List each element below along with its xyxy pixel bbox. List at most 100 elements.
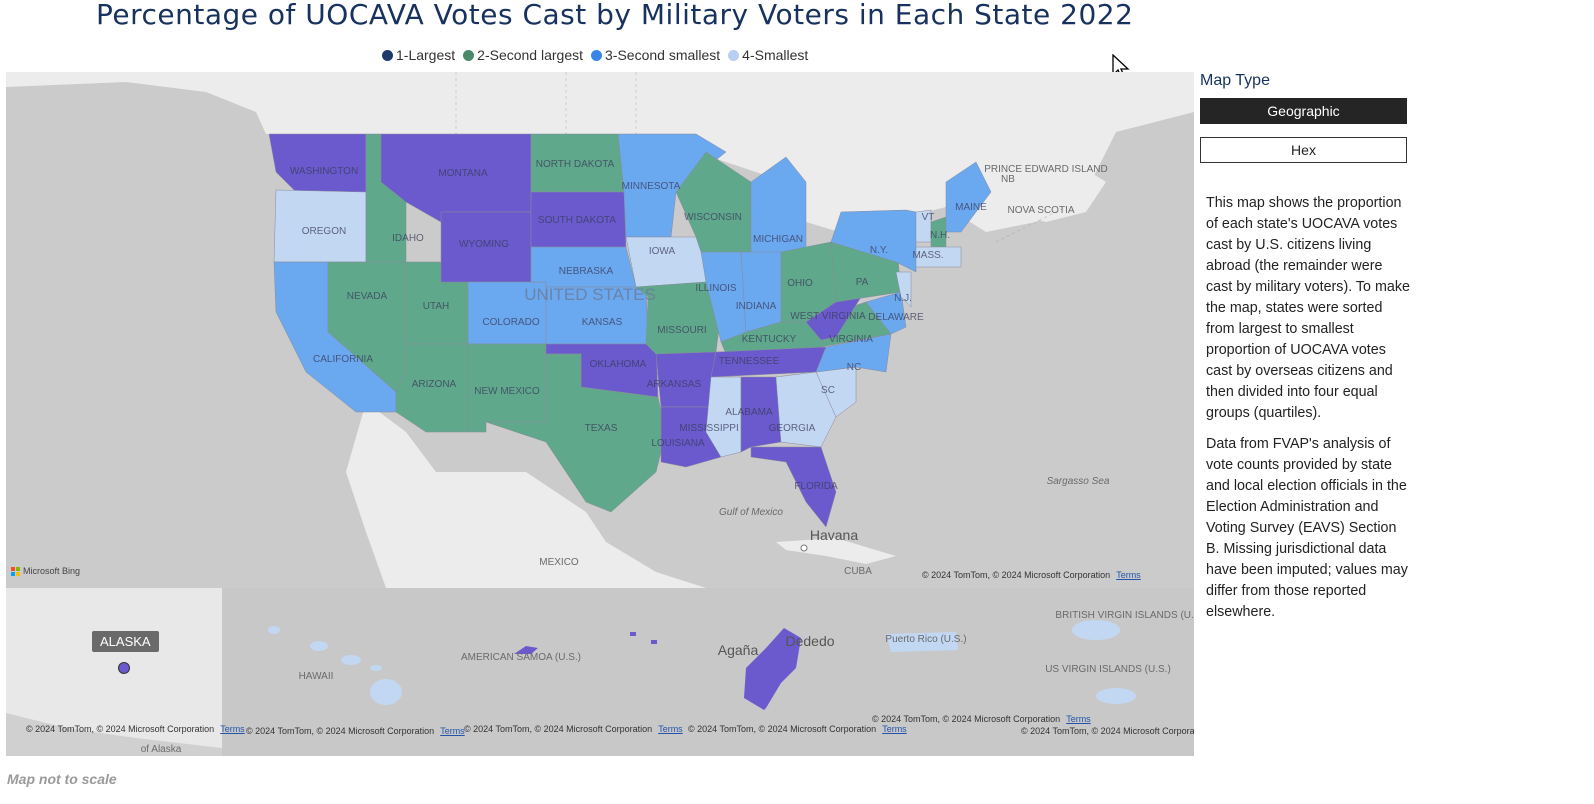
canada-land: [6, 72, 1194, 237]
state-iowa[interactable]: [625, 236, 707, 288]
description-paragraph-2: Data from FVAP's analysis of vote counts…: [1206, 436, 1408, 620]
legend-item-second-largest[interactable]: 2-Second largest: [463, 47, 583, 63]
description: This map shows the proportion of each st…: [1206, 193, 1411, 633]
hawaii-islands: [268, 626, 402, 705]
label-kentucky: KENTUCKY: [742, 334, 797, 345]
label-indiana: INDIANA: [736, 301, 777, 312]
state-new-jersey[interactable]: [895, 271, 912, 308]
label-vt: VT: [922, 212, 935, 223]
map-credit: © 2024 TomTom, © 2024 Microsoft Corporat…: [922, 570, 1141, 580]
state-florida[interactable]: [750, 446, 837, 528]
label-nh: N.H.: [930, 230, 950, 241]
terms-link-3[interactable]: Terms: [658, 724, 683, 734]
label-agana: Agaña: [718, 642, 759, 658]
legend-label-smallest: 4-Smallest: [742, 47, 809, 63]
label-mass: MASS.: [912, 250, 943, 261]
label-cuba: CUBA: [844, 566, 872, 577]
legend-dot-smallest: [728, 49, 740, 61]
label-dededo: Dededo: [785, 633, 834, 649]
label-arizona: ARIZONA: [412, 379, 457, 390]
state-delaware[interactable]: [865, 291, 907, 335]
state-indiana[interactable]: [740, 251, 782, 333]
terms-link[interactable]: Terms: [1116, 570, 1141, 580]
label-havana: Havana: [810, 527, 858, 543]
label-american-samoa: AMERICAN SAMOA (U.S.): [461, 652, 581, 663]
page-title: Percentage of UOCAVA Votes Cast by Milit…: [96, 0, 1134, 31]
alaska-coast: [6, 713, 222, 756]
label-nj: N.J.: [894, 293, 912, 304]
label-north-dakota: NORTH DAKOTA: [536, 159, 615, 170]
footnote: Map not to scale: [7, 771, 117, 787]
samoa-islet: [630, 632, 636, 636]
guam-shape: [744, 628, 801, 710]
state-massachusetts[interactable]: [915, 246, 962, 268]
label-delaware: DELAWARE: [868, 312, 924, 323]
terms-link-5[interactable]: Terms: [1066, 714, 1091, 724]
credit-inset-2: © 2024 TomTom, © 2024 Microsoft Corporat…: [246, 726, 465, 736]
terms-link-2[interactable]: Terms: [440, 726, 465, 736]
state-new-york[interactable]: [830, 209, 917, 273]
label-puerto-rico: Puerto Rico (U.S.): [885, 634, 966, 645]
label-wisconsin: WISCONSIN: [684, 212, 742, 223]
label-nova-scotia: NOVA SCOTIA: [1007, 205, 1074, 216]
state-mississippi[interactable]: [705, 376, 742, 458]
label-oklahoma: OKLAHOMA: [590, 359, 647, 370]
label-arkansas: ARKANSAS: [647, 379, 702, 390]
label-tennessee: TENNESSEE: [719, 356, 780, 367]
label-usvi: US VIRGIN ISLANDS (U.S.): [1045, 664, 1171, 675]
bvi-shape: [1072, 620, 1120, 640]
state-alabama[interactable]: [740, 376, 782, 453]
description-paragraph-1: This map shows the proportion of each st…: [1206, 195, 1410, 421]
state-minnesota[interactable]: [617, 133, 727, 238]
alaska-land: [6, 588, 222, 756]
label-illinois: ILLINOIS: [695, 283, 736, 294]
terms-link-1[interactable]: Terms: [220, 724, 245, 734]
legend-label-second-largest: 2-Second largest: [477, 47, 583, 63]
american-samoa-shape: [514, 646, 538, 654]
main-map-canvas: WASHINGTON OREGON CALIFORNIA IDAHO NEVAD…: [6, 72, 1194, 588]
credit-inset-3: © 2024 TomTom, © 2024 Microsoft Corporat…: [464, 724, 683, 734]
label-nebraska: NEBRASKA: [559, 266, 614, 277]
label-maine: MAINE: [955, 202, 987, 213]
legend-item-largest[interactable]: 1-Largest: [382, 47, 455, 63]
hex-button[interactable]: Hex: [1200, 137, 1407, 163]
label-sargasso: Sargasso Sea: [1047, 476, 1110, 487]
puerto-rico-shape: [886, 632, 958, 652]
samoa-islet-2: [651, 640, 657, 644]
state-west-virginia[interactable]: [805, 296, 862, 341]
legend-item-second-smallest[interactable]: 3-Second smallest: [591, 47, 720, 63]
label-west-virginia: WEST VIRGINIA: [790, 311, 866, 322]
label-utah: UTAH: [423, 301, 449, 312]
legend-item-smallest[interactable]: 4-Smallest: [728, 47, 808, 63]
legend-dot-largest: [382, 49, 393, 61]
label-idaho: IDAHO: [392, 233, 424, 244]
label-mexico: MEXICO: [539, 557, 579, 568]
state-maine[interactable]: [945, 161, 992, 233]
inset-strip[interactable]: HAWAII AMERICAN SAMOA (U.S.) Agaña Deded…: [6, 588, 1194, 756]
mexico-land: [346, 402, 706, 588]
terms-link-4[interactable]: Terms: [882, 724, 907, 734]
alaska-point[interactable]: [118, 662, 130, 674]
map-type-title: Map Type: [1200, 72, 1270, 89]
border-lines: [455, 72, 1067, 243]
usvi-shape: [1096, 688, 1136, 704]
states-layer: [268, 133, 992, 528]
credit-inset-4: © 2024 TomTom, © 2024 Microsoft Corporat…: [688, 724, 907, 734]
inset-canvas: HAWAII AMERICAN SAMOA (U.S.) Agaña Deded…: [6, 588, 1194, 756]
state-labels: WASHINGTON OREGON CALIFORNIA IDAHO NEVAD…: [290, 159, 987, 492]
label-california: CALIFORNIA: [313, 354, 373, 365]
label-of-alaska: of Alaska: [141, 744, 182, 755]
label-kansas: KANSAS: [582, 317, 623, 328]
label-wyoming: WYOMING: [459, 239, 509, 250]
geographic-button[interactable]: Geographic: [1200, 98, 1407, 124]
state-texas[interactable]: [485, 353, 667, 513]
maritimes-land: [996, 157, 1106, 222]
label-alabama: ALABAMA: [725, 407, 773, 418]
main-map[interactable]: WASHINGTON OREGON CALIFORNIA IDAHO NEVAD…: [6, 72, 1194, 588]
credit-inset-6: © 2024 TomTom, © 2024 Microsoft Corporat…: [1021, 726, 1194, 736]
label-texas: TEXAS: [585, 423, 618, 434]
label-mississippi: MISSISSIPPI: [679, 423, 738, 434]
state-georgia[interactable]: [775, 371, 837, 448]
legend-dot-second-smallest: [591, 49, 602, 61]
label-south-dakota: SOUTH DAKOTA: [538, 215, 616, 226]
